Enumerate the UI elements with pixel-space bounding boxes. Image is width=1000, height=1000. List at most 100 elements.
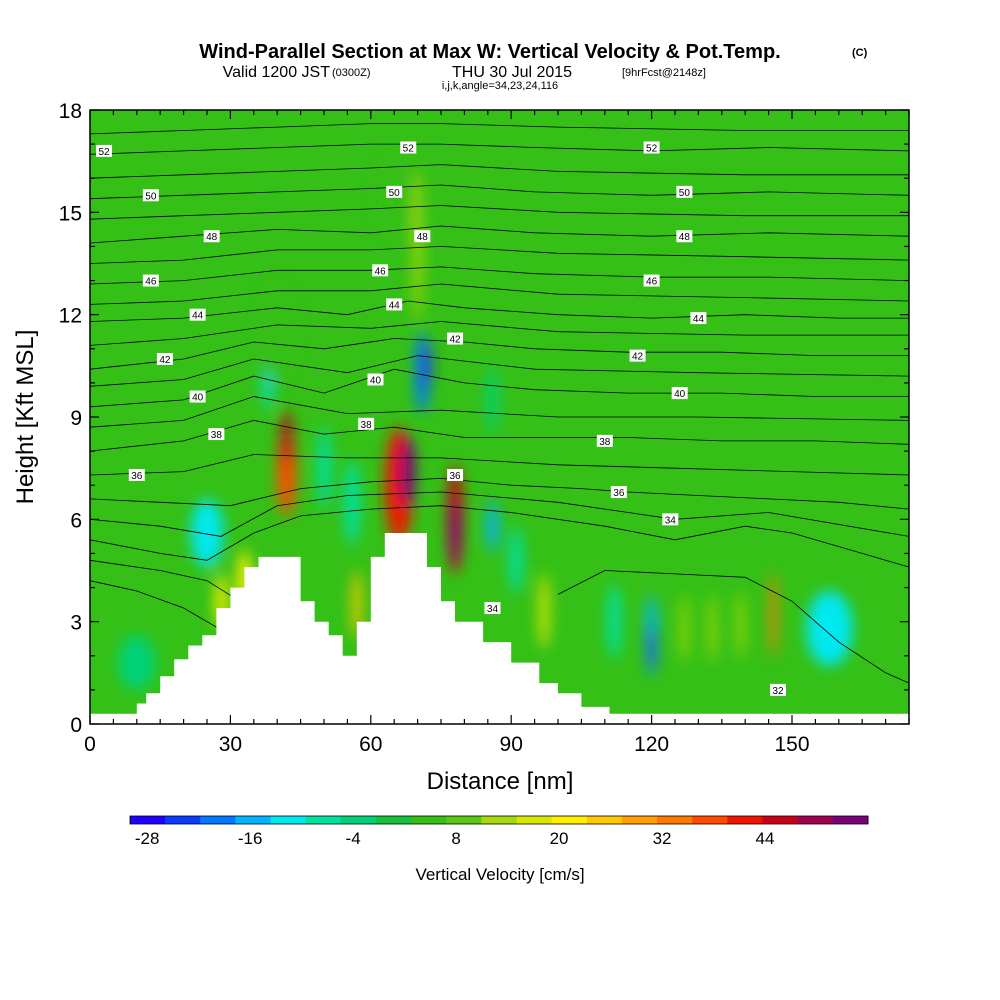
x-axis-label: Distance [nm] (427, 768, 574, 795)
y-tick-label: 9 (70, 407, 82, 430)
contour-label-box (128, 468, 145, 481)
contour-label-box (484, 602, 501, 615)
contour-label-box (156, 353, 173, 366)
colorbar-swatch (235, 816, 272, 824)
velocity-cell-13 (736, 590, 745, 660)
contour-label-box (671, 387, 688, 400)
velocity-cell-24 (316, 427, 332, 510)
contour-label-38: 38 (208, 428, 225, 441)
velocity-cell-12 (708, 594, 717, 663)
isentrope-line-7 (90, 245, 909, 264)
contour-label-text: 40 (192, 393, 204, 404)
contour-label-text: 42 (449, 335, 461, 346)
y-tick-label: 6 (70, 509, 82, 532)
contour-label-text: 46 (646, 277, 658, 288)
isentrope-38-4 (90, 419, 909, 452)
contour-label-42: 42 (629, 349, 646, 363)
colorbar-swatch (622, 816, 658, 824)
contour-label-text: 40 (370, 375, 382, 386)
contour-label-text: 38 (211, 430, 223, 441)
x-tick-label: 150 (774, 733, 809, 756)
plot-background (90, 110, 909, 724)
contour-label-box (367, 373, 384, 386)
copyright-mark: (C) (852, 47, 868, 59)
isentrope-46-8 (90, 266, 909, 285)
contour-label-text: 36 (613, 488, 625, 499)
contour-label-text: 42 (632, 352, 644, 363)
y-tick-label: 0 (70, 714, 82, 737)
contour-label-box (447, 332, 464, 345)
isentrope-line-1 (90, 491, 909, 537)
velocity-cell-21 (806, 590, 853, 667)
contour-label-52: 52 (400, 141, 417, 155)
contour-label-text: 40 (674, 389, 686, 400)
contour-label-text: 50 (145, 191, 157, 202)
x-tick-label: 120 (634, 733, 669, 756)
contour-label-text: 36 (131, 471, 143, 482)
isentrope-40-5 (90, 368, 909, 408)
contour-label-text: 46 (145, 277, 157, 288)
contour-label-box (447, 468, 464, 481)
velocity-cell-25 (343, 459, 361, 545)
isentrope-line-2 (90, 454, 909, 476)
velocity-cell-10 (769, 572, 778, 658)
isentrope-line-6 (90, 283, 909, 305)
contour-label-box (96, 144, 113, 157)
contour-label-46: 46 (142, 274, 159, 288)
contour-label-box (596, 434, 613, 447)
colorbar-swatch (340, 816, 377, 824)
x-tick-label: 30 (219, 733, 242, 756)
contour-label-42: 42 (447, 332, 464, 346)
contour-label-32: 32 (769, 683, 786, 697)
y-tick-label: 18 (59, 100, 82, 123)
velocity-cell-3 (401, 437, 416, 506)
contour-label-text: 50 (389, 188, 401, 199)
contour-label-text: 34 (665, 515, 677, 526)
isentrope-line-9 (90, 164, 909, 179)
colorbar-swatch (481, 816, 518, 824)
contour-label-46: 46 (372, 264, 389, 277)
isentrope-52-11 (90, 143, 909, 155)
colorbar-swatch (832, 816, 869, 824)
isentrope-line-5 (90, 321, 909, 346)
valid-date: THU 30 Jul 2015 (452, 64, 572, 81)
contour-label-box (690, 312, 707, 325)
contour-label-box (189, 390, 206, 403)
colorbar-tick-label: -16 (238, 829, 263, 848)
velocity-cell-15 (423, 341, 431, 390)
velocity-cell-5 (450, 502, 460, 564)
contour-label-text: 36 (449, 471, 461, 482)
chart-title: Wind-Parallel Section at Max W: Vertical… (199, 41, 780, 63)
contour-label-text: 32 (772, 686, 784, 697)
velocity-cell-20 (607, 584, 622, 660)
colorbar-tick-label: 20 (550, 829, 569, 848)
velocity-cell-8 (352, 570, 362, 639)
isentrope-36-3 (90, 477, 909, 510)
velocity-cell-1 (280, 410, 293, 465)
contour-label-box (662, 513, 679, 526)
colorbar-tick-label: 44 (756, 829, 775, 848)
contour-label-box (358, 417, 375, 430)
isentrope-line-3 (90, 396, 909, 428)
contour-label-box (400, 141, 417, 154)
contour-label-box (142, 274, 159, 287)
contour-label-box (629, 349, 646, 362)
colorbar-tick-label: -4 (346, 829, 361, 848)
velocity-cell-27 (118, 635, 156, 690)
contour-label-text: 42 (159, 355, 171, 366)
contour-label-box (414, 230, 431, 243)
colorbar-swatch (411, 816, 447, 824)
contour-label-box (142, 189, 159, 202)
colorbar-swatch (692, 816, 728, 824)
contour-label-box (386, 185, 403, 198)
contour-label-text: 48 (206, 232, 218, 243)
colorbar-swatch (727, 816, 764, 824)
colorbar-swatch (586, 816, 623, 824)
contour-label-box (769, 683, 786, 696)
valid-time-prefix: Valid 1200 JST (223, 64, 331, 81)
contour-label-text: 52 (98, 147, 110, 158)
contour-label-48: 48 (676, 230, 693, 243)
contour-label-50: 50 (676, 185, 693, 199)
contour-label-44: 44 (690, 312, 707, 325)
